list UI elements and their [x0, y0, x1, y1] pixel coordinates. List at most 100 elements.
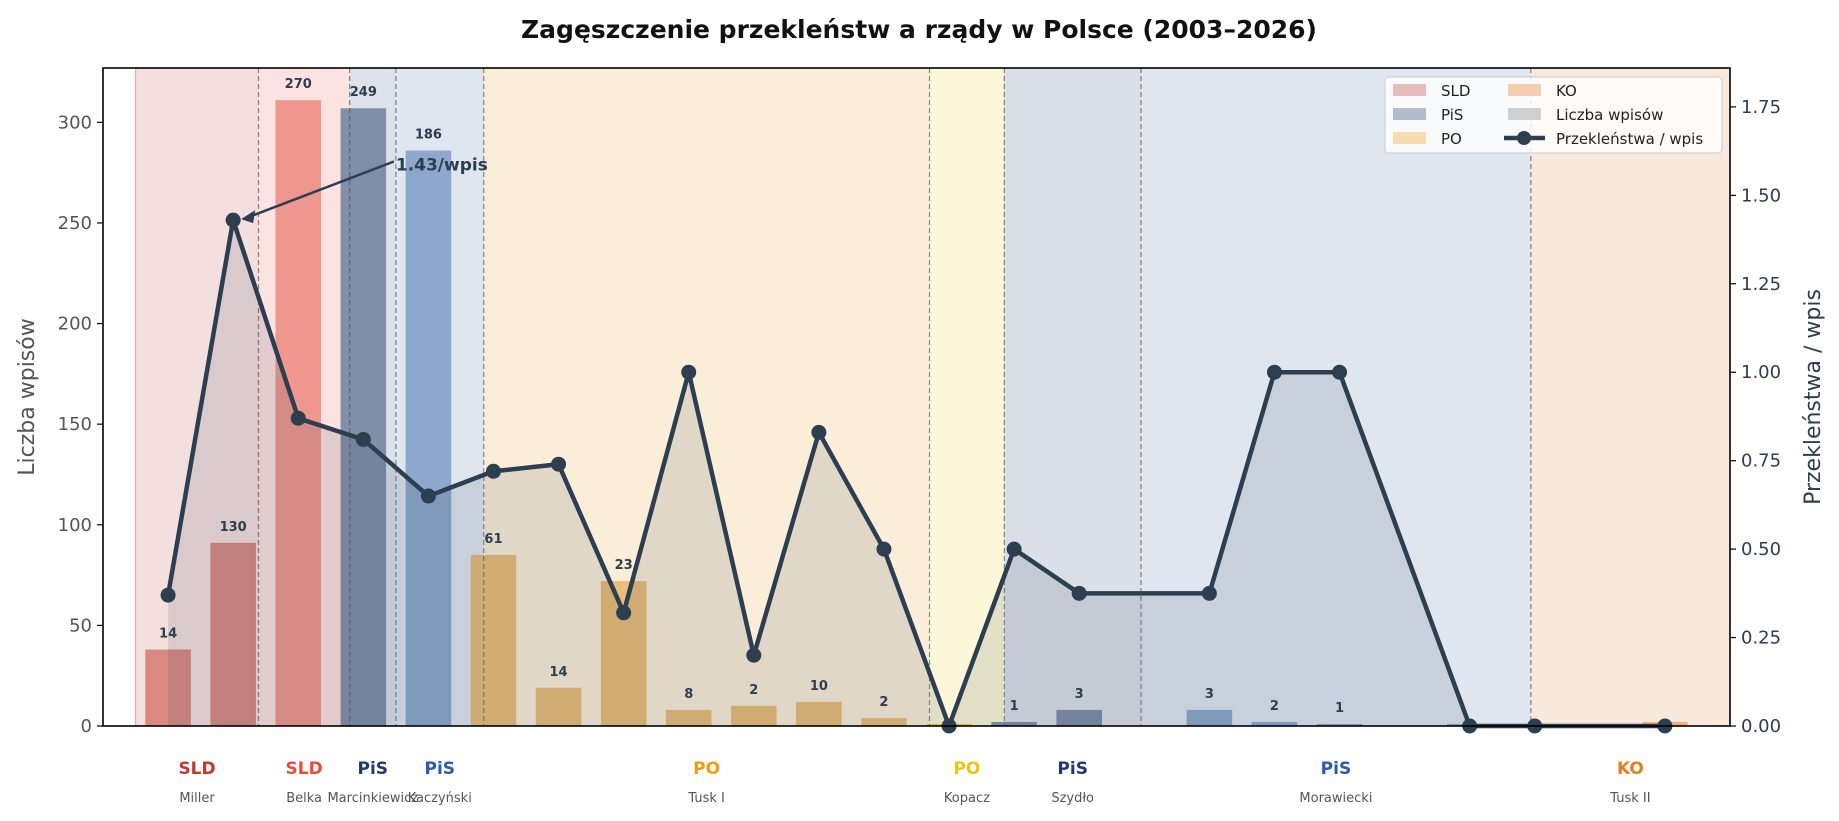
legend: SLD PiS PO KO Liczba wpisów Przekleństwa / wp… — [1384, 76, 1723, 154]
ratio-point — [681, 364, 697, 380]
y-right-tick-label: 0.50 — [1741, 539, 1781, 560]
legend-box — [1384, 76, 1723, 154]
bar — [1316, 723, 1363, 726]
legend-label: PO — [1441, 130, 1462, 148]
legend-label: Przekleństwa / wpis — [1556, 130, 1703, 148]
bar-label: 3 — [1075, 687, 1084, 702]
ratio-point — [485, 463, 501, 479]
bar-label: 2 — [749, 683, 758, 698]
bar-label: 249 — [350, 85, 377, 100]
bar — [796, 701, 842, 726]
y-tick-label: 100 — [58, 515, 92, 536]
legend-swatch — [1393, 84, 1426, 96]
ratio-point — [420, 488, 436, 504]
bar-label: 130 — [220, 520, 247, 535]
y-right-tick-label: 1.00 — [1741, 362, 1781, 383]
ratio-point — [1332, 364, 1348, 380]
party-label: SLD — [286, 759, 323, 779]
legend-marker — [1517, 131, 1531, 145]
pm-label: Morawiecki — [1299, 791, 1372, 806]
party-label: PiS — [357, 759, 388, 779]
party-label: PO — [693, 759, 720, 779]
ratio-point — [1071, 585, 1087, 601]
party-label: PiS — [1321, 759, 1352, 779]
pm-label: Kopacz — [944, 791, 990, 806]
ratio-area — [168, 220, 1665, 726]
bar-label: 1 — [1335, 701, 1344, 716]
government-span — [929, 68, 1005, 726]
bar — [340, 108, 387, 727]
legend-swatch — [1393, 108, 1426, 120]
y-tick-label: 50 — [69, 615, 92, 636]
y-axis-left: 0 50 100 150 200 250 300 — [58, 112, 103, 737]
bar — [145, 649, 191, 726]
chart-title: Zagęszczenie przekleństw a rządy w Polsc… — [521, 15, 1317, 44]
ratio-point — [160, 587, 176, 603]
y-right-tick-label: 0.25 — [1741, 628, 1781, 649]
bar-label: 270 — [285, 77, 312, 92]
bar — [665, 709, 712, 726]
y-tick-label: 150 — [58, 414, 92, 435]
legend-label: SLD — [1441, 82, 1470, 100]
government-span — [1004, 68, 1142, 726]
party-label: PO — [953, 759, 980, 779]
y-tick-label: 250 — [58, 213, 92, 234]
bar-label: 186 — [415, 128, 442, 143]
annotation-arrow — [242, 160, 395, 221]
government-dividers — [257, 68, 1532, 726]
ratio-point — [746, 647, 762, 663]
party-label: PiS — [1057, 759, 1088, 779]
annotation: 1.43/wpis — [241, 156, 488, 224]
bar-label: 1 — [1010, 699, 1019, 714]
y-right-tick-label: 1.25 — [1741, 274, 1781, 295]
pm-label: Miller — [179, 791, 215, 806]
plot-frame — [102, 67, 1731, 727]
pm-label: Szydło — [1051, 791, 1094, 806]
ratio-point — [1201, 585, 1217, 601]
bar-label: 3 — [1205, 687, 1214, 702]
bar-label: 10 — [810, 679, 828, 694]
ratio-point — [290, 410, 306, 426]
ratio-point — [1006, 541, 1022, 557]
legend-swatch — [1508, 84, 1541, 96]
bar-label: 61 — [484, 532, 502, 547]
party-label: KO — [1617, 759, 1644, 779]
y-axis-right: 0.00 0.25 0.50 0.75 1.00 1.25 1.50 1.75 — [1730, 97, 1781, 737]
ratio-point — [616, 605, 632, 621]
bar — [991, 721, 1037, 726]
y-right-tick-label: 0.75 — [1741, 451, 1781, 472]
y-right-tick-label: 1.50 — [1741, 185, 1781, 206]
y-axis-right-label: Przekleństwa / wpis — [1801, 289, 1826, 505]
bar — [535, 687, 582, 726]
y-right-tick-label: 1.75 — [1741, 97, 1781, 118]
pm-label: Tusk I — [687, 791, 724, 806]
ratio-point — [811, 424, 827, 440]
party-label: SLD — [178, 759, 215, 779]
government-labels: SLD Miller SLD Belka PiS Marcinkiewicz PiS Kacz… — [178, 759, 1650, 806]
ratio-point — [355, 431, 371, 447]
bar-label: 8 — [684, 687, 693, 702]
pm-label: Tusk II — [1609, 791, 1650, 806]
bar-label: 14 — [550, 665, 568, 680]
government-span — [1141, 68, 1531, 726]
ratio-point — [225, 212, 241, 228]
legend-swatch — [1508, 108, 1541, 120]
y-right-tick-label: 0.00 — [1741, 716, 1781, 737]
bar — [210, 542, 256, 726]
bar-label: 2 — [879, 695, 888, 710]
legend-label: KO — [1556, 82, 1577, 100]
bar-label: 14 — [159, 627, 177, 642]
legend-label: PiS — [1441, 106, 1463, 124]
y-tick-label: 200 — [58, 314, 92, 335]
bar — [1186, 709, 1233, 726]
pm-label: Kaczyński — [408, 791, 472, 806]
y-tick-label: 0 — [81, 716, 92, 737]
pm-label: Marcinkiewicz — [327, 791, 418, 806]
bar-label: 2 — [1270, 699, 1279, 714]
legend-swatch — [1393, 132, 1426, 144]
y-axis-label: Liczba wpisów — [15, 318, 40, 475]
pm-label: Belka — [286, 791, 322, 806]
ratio-point — [1266, 364, 1282, 380]
bar — [1251, 721, 1298, 726]
